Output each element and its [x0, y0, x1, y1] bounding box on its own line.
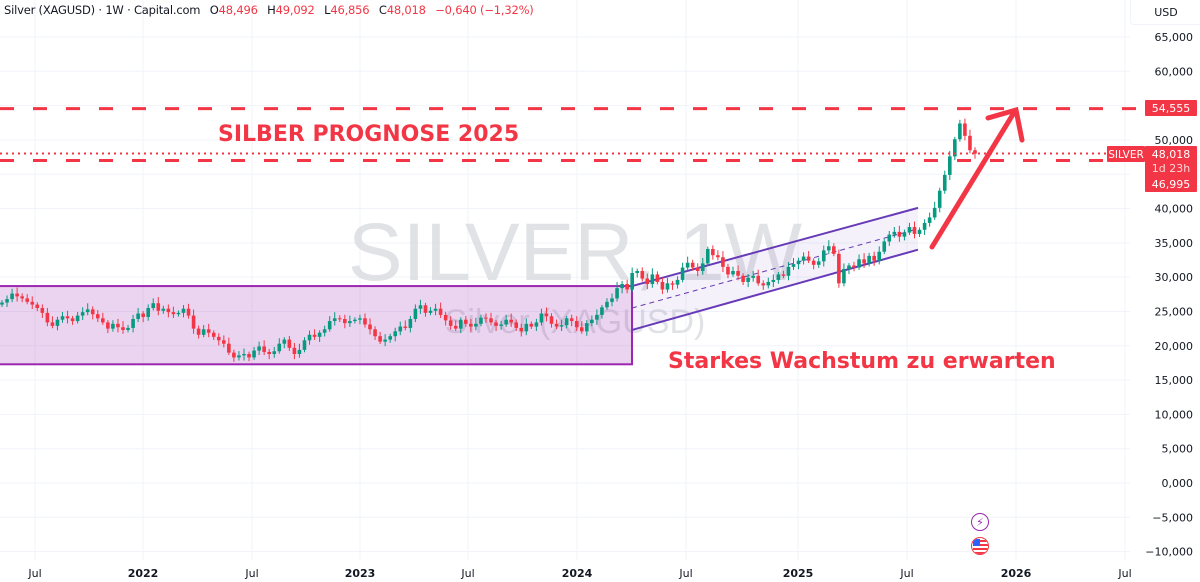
time-tick: 2026 [1001, 567, 1032, 580]
price-tick: 35,000 [1155, 237, 1194, 250]
price-tick: −10,000 [1145, 546, 1193, 559]
time-tick: 2024 [562, 567, 593, 580]
price-tick: 30,000 [1155, 271, 1194, 284]
annotation-title[interactable]: SILBER PROGNOSE 2025 [218, 122, 519, 147]
svg-text:54,555: 54,555 [1152, 102, 1191, 115]
price-tick: 10,000 [1155, 408, 1194, 421]
watermark-symbol: SILVER, 1W [348, 207, 803, 298]
price-tick: 40,000 [1155, 203, 1194, 216]
time-tick: Jul [27, 567, 41, 580]
price-axis[interactable]: 65,00060,00055,00050,00040,00035,00030,0… [1145, 31, 1193, 559]
symbol-legend[interactable]: Silver (XAGUSD) · 1W · Capital.com O48,4… [4, 3, 534, 17]
chart-grid [0, 0, 1130, 560]
last-price-label: 48,018 1d 23h 46,995 [1145, 146, 1197, 192]
lightning-icon[interactable]: ⚡ [971, 513, 989, 531]
svg-text:48,018: 48,018 [1152, 148, 1191, 161]
price-tick: 25,000 [1155, 305, 1194, 318]
high-value: 49,092 [275, 3, 315, 17]
symbol-title[interactable]: Silver (XAGUSD) · 1W · Capital.com [4, 3, 201, 17]
time-tick: 2025 [783, 567, 814, 580]
annotation-subtitle[interactable]: Starkes Wachstum zu erwarten [668, 349, 1056, 374]
low-label: L [324, 3, 331, 17]
open-label: O [209, 3, 219, 17]
price-tick: 50,000 [1155, 134, 1194, 147]
currency-button[interactable]: USD [1130, 0, 1200, 25]
low-value: 46,856 [330, 3, 370, 17]
open-value: 48,496 [218, 3, 258, 17]
price-tick: 20,000 [1155, 340, 1194, 353]
time-tick: Jul [244, 567, 258, 580]
price-tick: 60,000 [1155, 65, 1194, 78]
candlestick-series [0, 118, 977, 362]
svg-text:SILVER: SILVER [1108, 149, 1144, 161]
horizontal-levels[interactable] [0, 107, 1145, 163]
time-tick: Jul [899, 567, 913, 580]
price-tick: 15,000 [1155, 374, 1194, 387]
price-tick: −5,000 [1152, 511, 1193, 524]
symbol-tag: SILVER [1107, 146, 1145, 162]
close-label: C [378, 3, 387, 17]
high-label: H [267, 3, 276, 17]
time-axis[interactable]: Jul 2022 Jul 2023 Jul 2024 Jul 2025 Jul 2026 Jul [27, 567, 1131, 580]
price-tick: 5,000 [1162, 443, 1194, 456]
time-tick: Jul [1117, 567, 1131, 580]
change-value: −0,640 (−1,32%) [435, 3, 534, 17]
time-tick: Jul [460, 567, 474, 580]
svg-text:46,995: 46,995 [1152, 178, 1191, 191]
close-value: 48,018 [386, 3, 426, 17]
time-tick: 2022 [128, 567, 159, 580]
time-tick: Jul [678, 567, 692, 580]
arrow-drawing[interactable] [929, 106, 1025, 250]
us-flag-icon[interactable] [971, 537, 989, 555]
price-tick: 65,000 [1155, 31, 1194, 44]
price-label-resistance: 54,555 [1145, 100, 1197, 116]
svg-text:1d 23h: 1d 23h [1152, 162, 1190, 175]
price-tick: 0,000 [1162, 477, 1194, 490]
time-tick: 2023 [345, 567, 376, 580]
